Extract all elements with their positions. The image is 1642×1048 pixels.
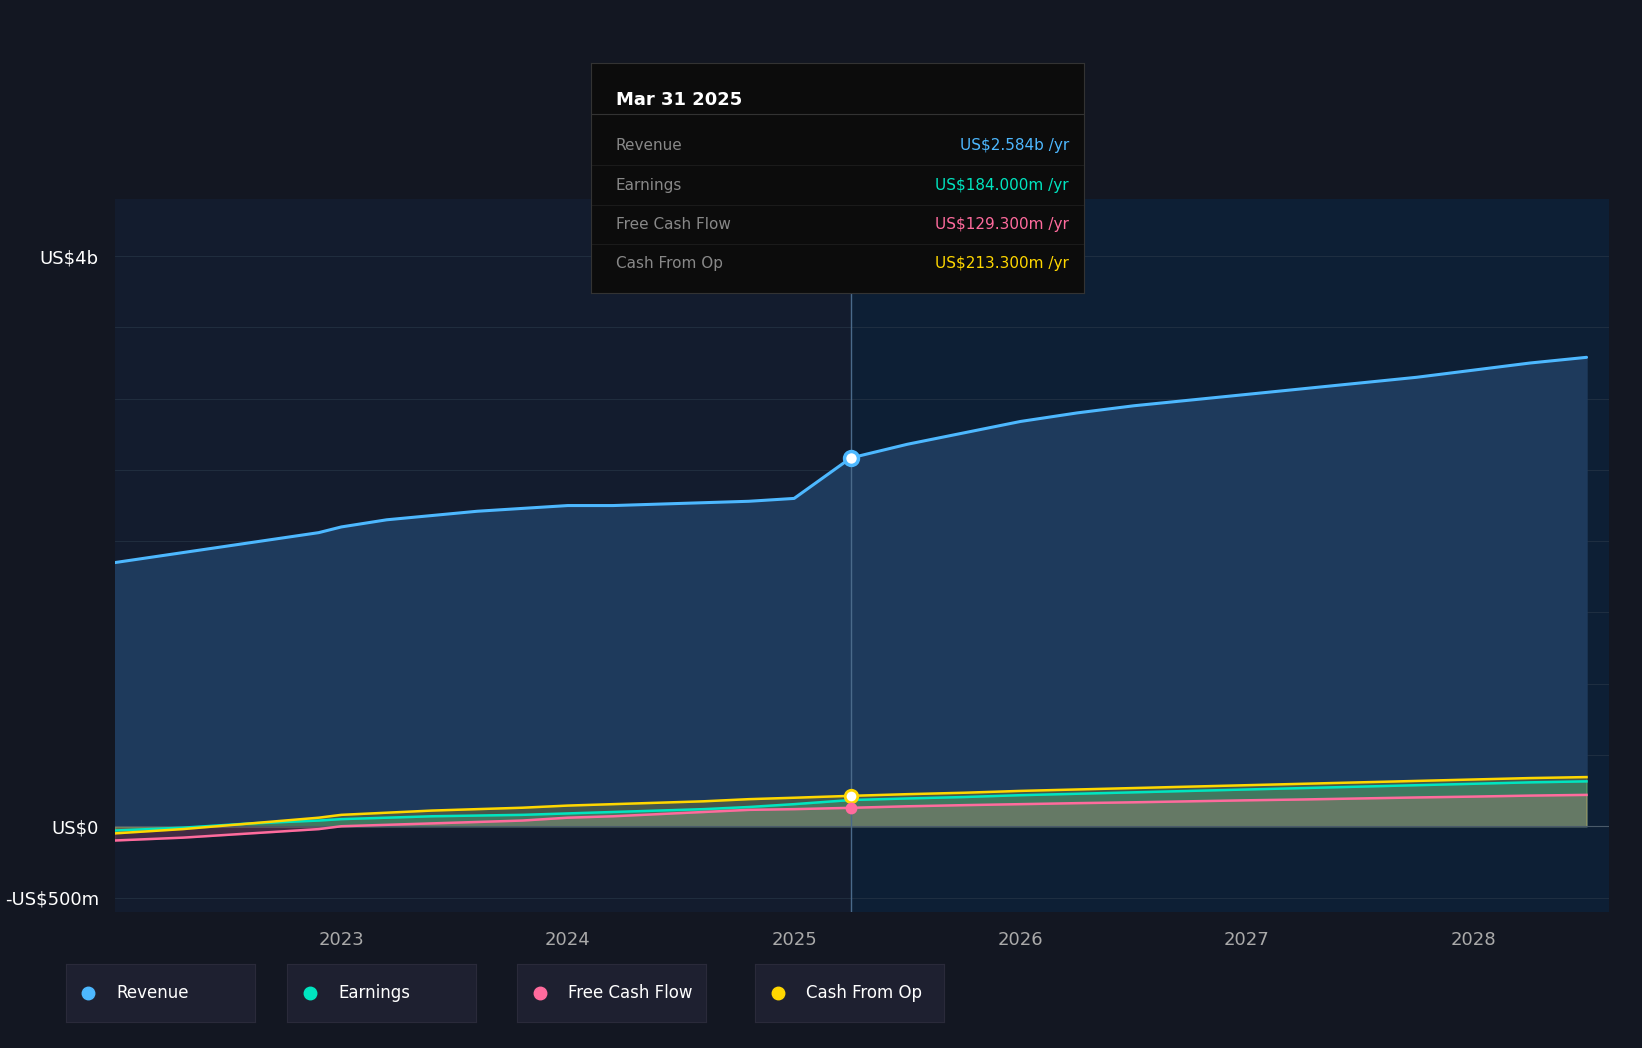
Text: Revenue: Revenue — [616, 138, 683, 153]
Text: Earnings: Earnings — [616, 177, 681, 193]
Text: Free Cash Flow: Free Cash Flow — [616, 217, 731, 232]
Text: US$129.300m /yr: US$129.300m /yr — [934, 217, 1069, 232]
Text: US$213.300m /yr: US$213.300m /yr — [934, 256, 1069, 271]
Text: Revenue: Revenue — [117, 984, 189, 1002]
Text: US$2.584b /yr: US$2.584b /yr — [959, 138, 1069, 153]
Text: Past: Past — [795, 177, 832, 196]
Text: Free Cash Flow: Free Cash Flow — [568, 984, 693, 1002]
Text: US$184.000m /yr: US$184.000m /yr — [936, 177, 1069, 193]
Text: Earnings: Earnings — [338, 984, 410, 1002]
Text: Cash From Op: Cash From Op — [806, 984, 923, 1002]
Text: Cash From Op: Cash From Op — [616, 256, 722, 271]
Bar — [115, 199, 851, 912]
Text: Analysts Forecasts: Analysts Forecasts — [869, 177, 1036, 196]
Text: Mar 31 2025: Mar 31 2025 — [616, 90, 742, 109]
